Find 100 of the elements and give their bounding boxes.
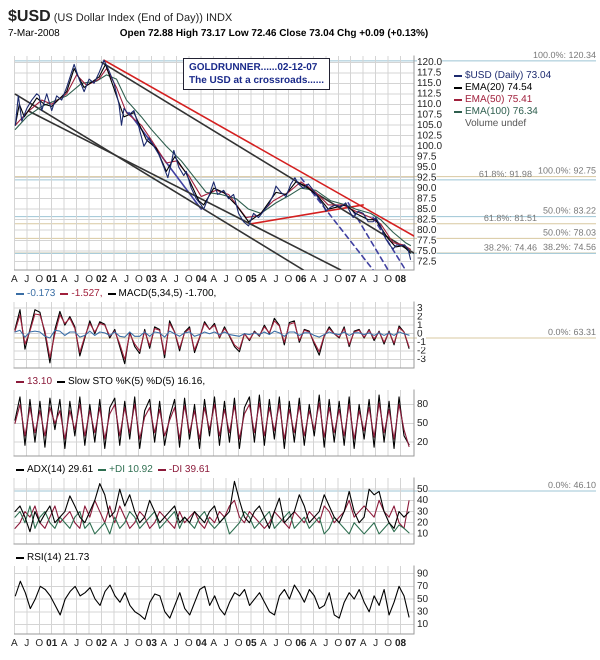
x-tick-label: A <box>260 638 268 649</box>
x-tick-label: A <box>310 638 317 649</box>
y-tick-label: 90.0 <box>417 182 437 194</box>
x-tick-label: J <box>124 638 129 649</box>
x-tick-label: J <box>224 274 229 285</box>
x-tick-label: 05 <box>245 638 258 649</box>
x-tick-label: 05 <box>245 274 258 285</box>
x-tick-label: A <box>110 638 118 649</box>
x-tick-label: O <box>384 638 392 649</box>
x-tick-label: A <box>11 638 18 649</box>
legend-label: -0.173 <box>27 288 56 299</box>
y-tick-label: 30 <box>417 606 429 618</box>
y-tick-label: 77.5 <box>417 235 437 246</box>
ref-line-label: 38.2%: 74.46 <box>484 242 537 252</box>
x-tick-label: 08 <box>394 274 407 285</box>
x-tick-label: J <box>224 638 229 649</box>
x-tick-label: 07 <box>345 274 357 285</box>
y-tick-label: 10 <box>417 528 429 540</box>
y-tick-label: 20 <box>417 517 429 528</box>
legend-label: -DI 39.61 <box>168 464 210 475</box>
x-tick-label: O <box>284 638 293 649</box>
x-tick-label: 08 <box>394 638 407 649</box>
ref-line-label: 50.0%: 83.22 <box>542 206 596 216</box>
x-tick-label: 07 <box>345 638 357 649</box>
legend-label: 13.10 <box>27 376 52 387</box>
y-tick-label: 90 <box>417 568 429 580</box>
x-tick-label: J <box>373 638 378 649</box>
legend-label: $USD (Daily) 73.04 <box>465 70 552 81</box>
x-tick-label: A <box>360 274 367 285</box>
x-tick-label: 01 <box>46 274 58 285</box>
legend-label: MACD(5,34,5) -1.700, <box>118 288 216 299</box>
annotation: GOLDRUNNER......02-12-07 <box>189 61 318 74</box>
x-tick-label: 06 <box>295 638 307 649</box>
legend-label: -1.527, <box>71 288 102 299</box>
y-tick-label: 112.5 <box>417 88 442 100</box>
y-tick-label: 50 <box>417 484 429 495</box>
y-tick-label: 10 <box>417 619 429 630</box>
x-tick-label: J <box>273 274 278 285</box>
x-tick-label: A <box>160 638 168 649</box>
y-tick-label: 100.0 <box>417 140 442 152</box>
ref-line-label: 50.0%: 78.03 <box>542 227 596 238</box>
x-tick-label: 03 <box>146 274 158 285</box>
y-tick-label: 40 <box>417 495 429 506</box>
x-tick-label: 02 <box>96 638 108 649</box>
y-tick-label: 50 <box>417 594 429 605</box>
y-tick-label: 50 <box>417 418 429 430</box>
y-tick-label: 120.0 <box>417 57 442 68</box>
x-tick-label: J <box>74 638 80 649</box>
x-tick-label: 04 <box>196 274 208 285</box>
x-tick-label: O <box>334 274 342 285</box>
legend-label: EMA(50) 75.41 <box>465 94 532 105</box>
y-tick-label: 30 <box>417 506 429 518</box>
y-tick-label: 85.0 <box>417 204 437 215</box>
x-tick-label: J <box>24 274 30 285</box>
x-tick-label: A <box>60 638 68 649</box>
y-tick-label: 80.0 <box>417 224 437 236</box>
ref-line-label: 38.2%: 74.56 <box>542 242 596 252</box>
legend-label: Slow STO %K(5) %D(5) 16.16, <box>68 376 206 387</box>
chart-subtitle: 7-Mar-2008 <box>8 28 60 39</box>
x-tick-label: O <box>284 274 293 285</box>
y-tick-label: 72.5 <box>417 256 437 268</box>
y-tick-label: 20 <box>417 436 429 448</box>
text: 0.0%: 63.31 <box>548 326 596 337</box>
ref-line-label: 61.8%: 91.98 <box>478 168 532 179</box>
x-tick-label: J <box>323 274 328 285</box>
legend-label: EMA(20) 74.54 <box>465 82 532 93</box>
x-tick-label: O <box>234 638 243 649</box>
x-tick-label: O <box>135 274 144 285</box>
y-tick-label: 70 <box>417 581 429 592</box>
y-tick-label: 102.5 <box>417 130 442 142</box>
text: Volume undef <box>464 118 528 129</box>
x-tick-label: J <box>74 274 80 285</box>
y-tick-label: 75.0 <box>417 246 437 257</box>
x-tick-label: O <box>85 638 94 649</box>
x-tick-label: O <box>35 638 44 649</box>
legend-label: RSI(14) 21.73 <box>27 552 90 563</box>
ref-line-label: 100.0%: 92.75 <box>538 166 596 176</box>
x-tick-label: O <box>334 638 342 649</box>
x-tick-label: O <box>184 638 193 649</box>
x-tick-label: O <box>85 274 94 285</box>
ref-line-label: 100.0%: 120.34 <box>532 50 596 60</box>
x-tick-label: O <box>384 274 392 285</box>
x-tick-label: 02 <box>96 274 108 285</box>
x-tick-label: A <box>260 274 268 285</box>
y-tick-label: 82.5 <box>417 214 437 226</box>
x-tick-label: O <box>135 638 144 649</box>
chart-title: $USD (US Dollar Index (End of Day)) INDX <box>8 8 232 25</box>
x-tick-label: 06 <box>295 274 307 285</box>
text: 0.0%: 46.10 <box>548 480 596 490</box>
x-tick-label: 01 <box>46 638 58 649</box>
y-tick-label: 105.0 <box>417 120 442 131</box>
x-tick-label: A <box>60 274 68 285</box>
y-tick-label: 87.5 <box>417 193 437 204</box>
x-tick-label: A <box>110 274 118 285</box>
x-tick-label: J <box>373 274 378 285</box>
text: Open 72.88 High 73.17 Low 72.46 Close 73.04 Chg +0.09 (+0.13%) <box>120 28 428 39</box>
y-tick-label: 3 <box>417 302 423 314</box>
x-tick-label: J <box>24 638 30 649</box>
x-tick-label: J <box>174 274 179 285</box>
legend-label: +DI 10.92 <box>109 464 153 475</box>
